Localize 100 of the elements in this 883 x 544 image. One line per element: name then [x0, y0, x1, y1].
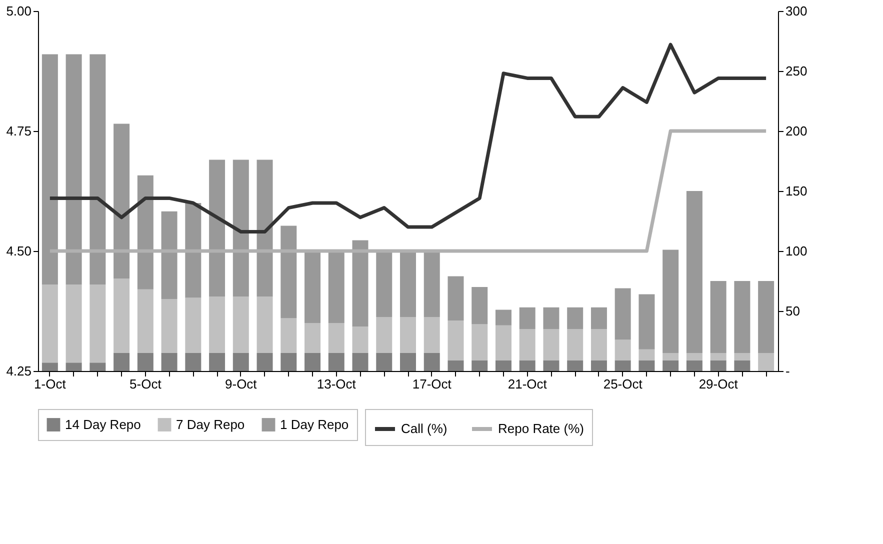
bar — [424, 317, 440, 353]
bar — [686, 360, 702, 371]
line-series — [48, 42, 768, 234]
bar — [90, 284, 106, 363]
bar — [543, 329, 560, 360]
y2-tick-label: 100 — [786, 244, 808, 258]
bar — [376, 353, 392, 371]
bar — [232, 160, 249, 297]
bar — [161, 299, 178, 353]
bar — [304, 251, 321, 323]
bar — [90, 362, 106, 371]
legend-label: 14 Day Repo — [65, 416, 141, 432]
y-tick-label: 4.75 — [6, 124, 32, 138]
bar — [662, 250, 679, 353]
bar — [114, 278, 130, 353]
bar — [758, 353, 774, 371]
bar — [304, 323, 321, 353]
x-tick-label: 25-Oct — [603, 376, 643, 392]
bar — [472, 287, 488, 324]
bar — [209, 353, 226, 371]
bar — [519, 360, 536, 371]
bar — [734, 360, 750, 371]
bar — [304, 353, 321, 371]
y2-tick-label: 250 — [786, 64, 808, 78]
bar — [590, 329, 607, 360]
bar — [66, 362, 82, 371]
bar — [400, 317, 416, 353]
bar — [495, 325, 512, 360]
bar — [256, 296, 273, 353]
legend-label: Call (%) — [401, 421, 448, 436]
bar — [280, 318, 297, 353]
bar — [42, 284, 58, 363]
bar — [209, 160, 226, 297]
bar — [161, 353, 178, 371]
bar — [280, 353, 297, 371]
bar — [114, 124, 130, 279]
bar — [567, 329, 584, 360]
bar — [424, 251, 440, 317]
bar — [448, 276, 464, 321]
bar — [256, 160, 273, 297]
y2-tick-label: - — [786, 364, 790, 378]
y2-tick-label: 150 — [786, 184, 808, 198]
bar — [495, 310, 512, 326]
bar — [734, 353, 750, 360]
y2-tick-label: 200 — [786, 124, 808, 138]
bar — [400, 251, 416, 317]
bar — [472, 324, 488, 360]
bar — [280, 226, 297, 318]
bar — [734, 281, 750, 353]
x-tick-label: 17-Oct — [412, 376, 452, 392]
bar — [328, 251, 344, 323]
bar — [42, 362, 58, 371]
bar — [638, 360, 655, 371]
bar — [42, 54, 58, 285]
bar — [256, 353, 273, 371]
legend-label: 1 Day Repo — [280, 416, 349, 432]
y-tick-label: 5.00 — [6, 4, 32, 18]
bar — [758, 281, 774, 353]
x-tick-label: 9-Oct — [225, 376, 258, 392]
bar — [328, 353, 344, 371]
bar — [472, 360, 488, 371]
bar — [495, 360, 512, 371]
y2-tick-label: 300 — [786, 4, 808, 18]
bar — [543, 360, 560, 371]
bar — [352, 353, 368, 371]
bar — [328, 323, 344, 353]
x-tick-label: 13-Oct — [316, 376, 356, 392]
bar — [66, 284, 82, 363]
x-tick-label: 29-Oct — [698, 376, 738, 392]
bar — [137, 175, 154, 290]
bar — [352, 326, 368, 353]
bar — [185, 353, 202, 371]
legend-label: Repo Rate (%) — [498, 421, 584, 436]
bar — [185, 298, 202, 353]
bar — [710, 360, 726, 371]
bar — [519, 329, 536, 360]
y2-tick-label: 50 — [786, 304, 800, 318]
bar — [686, 353, 702, 360]
bar — [710, 281, 726, 353]
bar — [424, 353, 440, 371]
bar — [376, 317, 392, 353]
bar — [614, 340, 631, 360]
bar — [400, 353, 416, 371]
bar — [448, 320, 464, 360]
bar — [448, 360, 464, 371]
x-tick-label: 21-Oct — [508, 376, 548, 392]
bar — [543, 307, 560, 329]
x-tick-label: 5-Oct — [130, 376, 162, 392]
bar — [567, 360, 584, 371]
bar — [137, 289, 154, 353]
bar — [590, 307, 607, 329]
bar — [114, 353, 130, 371]
y-tick-label: 4.25 — [6, 364, 32, 378]
bar — [686, 191, 702, 353]
bar — [90, 54, 106, 285]
bar — [376, 251, 392, 317]
bar — [209, 296, 226, 353]
bar — [185, 203, 202, 298]
y-tick-label: 4.50 — [6, 244, 32, 258]
legend-label: 7 Day Repo — [176, 416, 245, 432]
